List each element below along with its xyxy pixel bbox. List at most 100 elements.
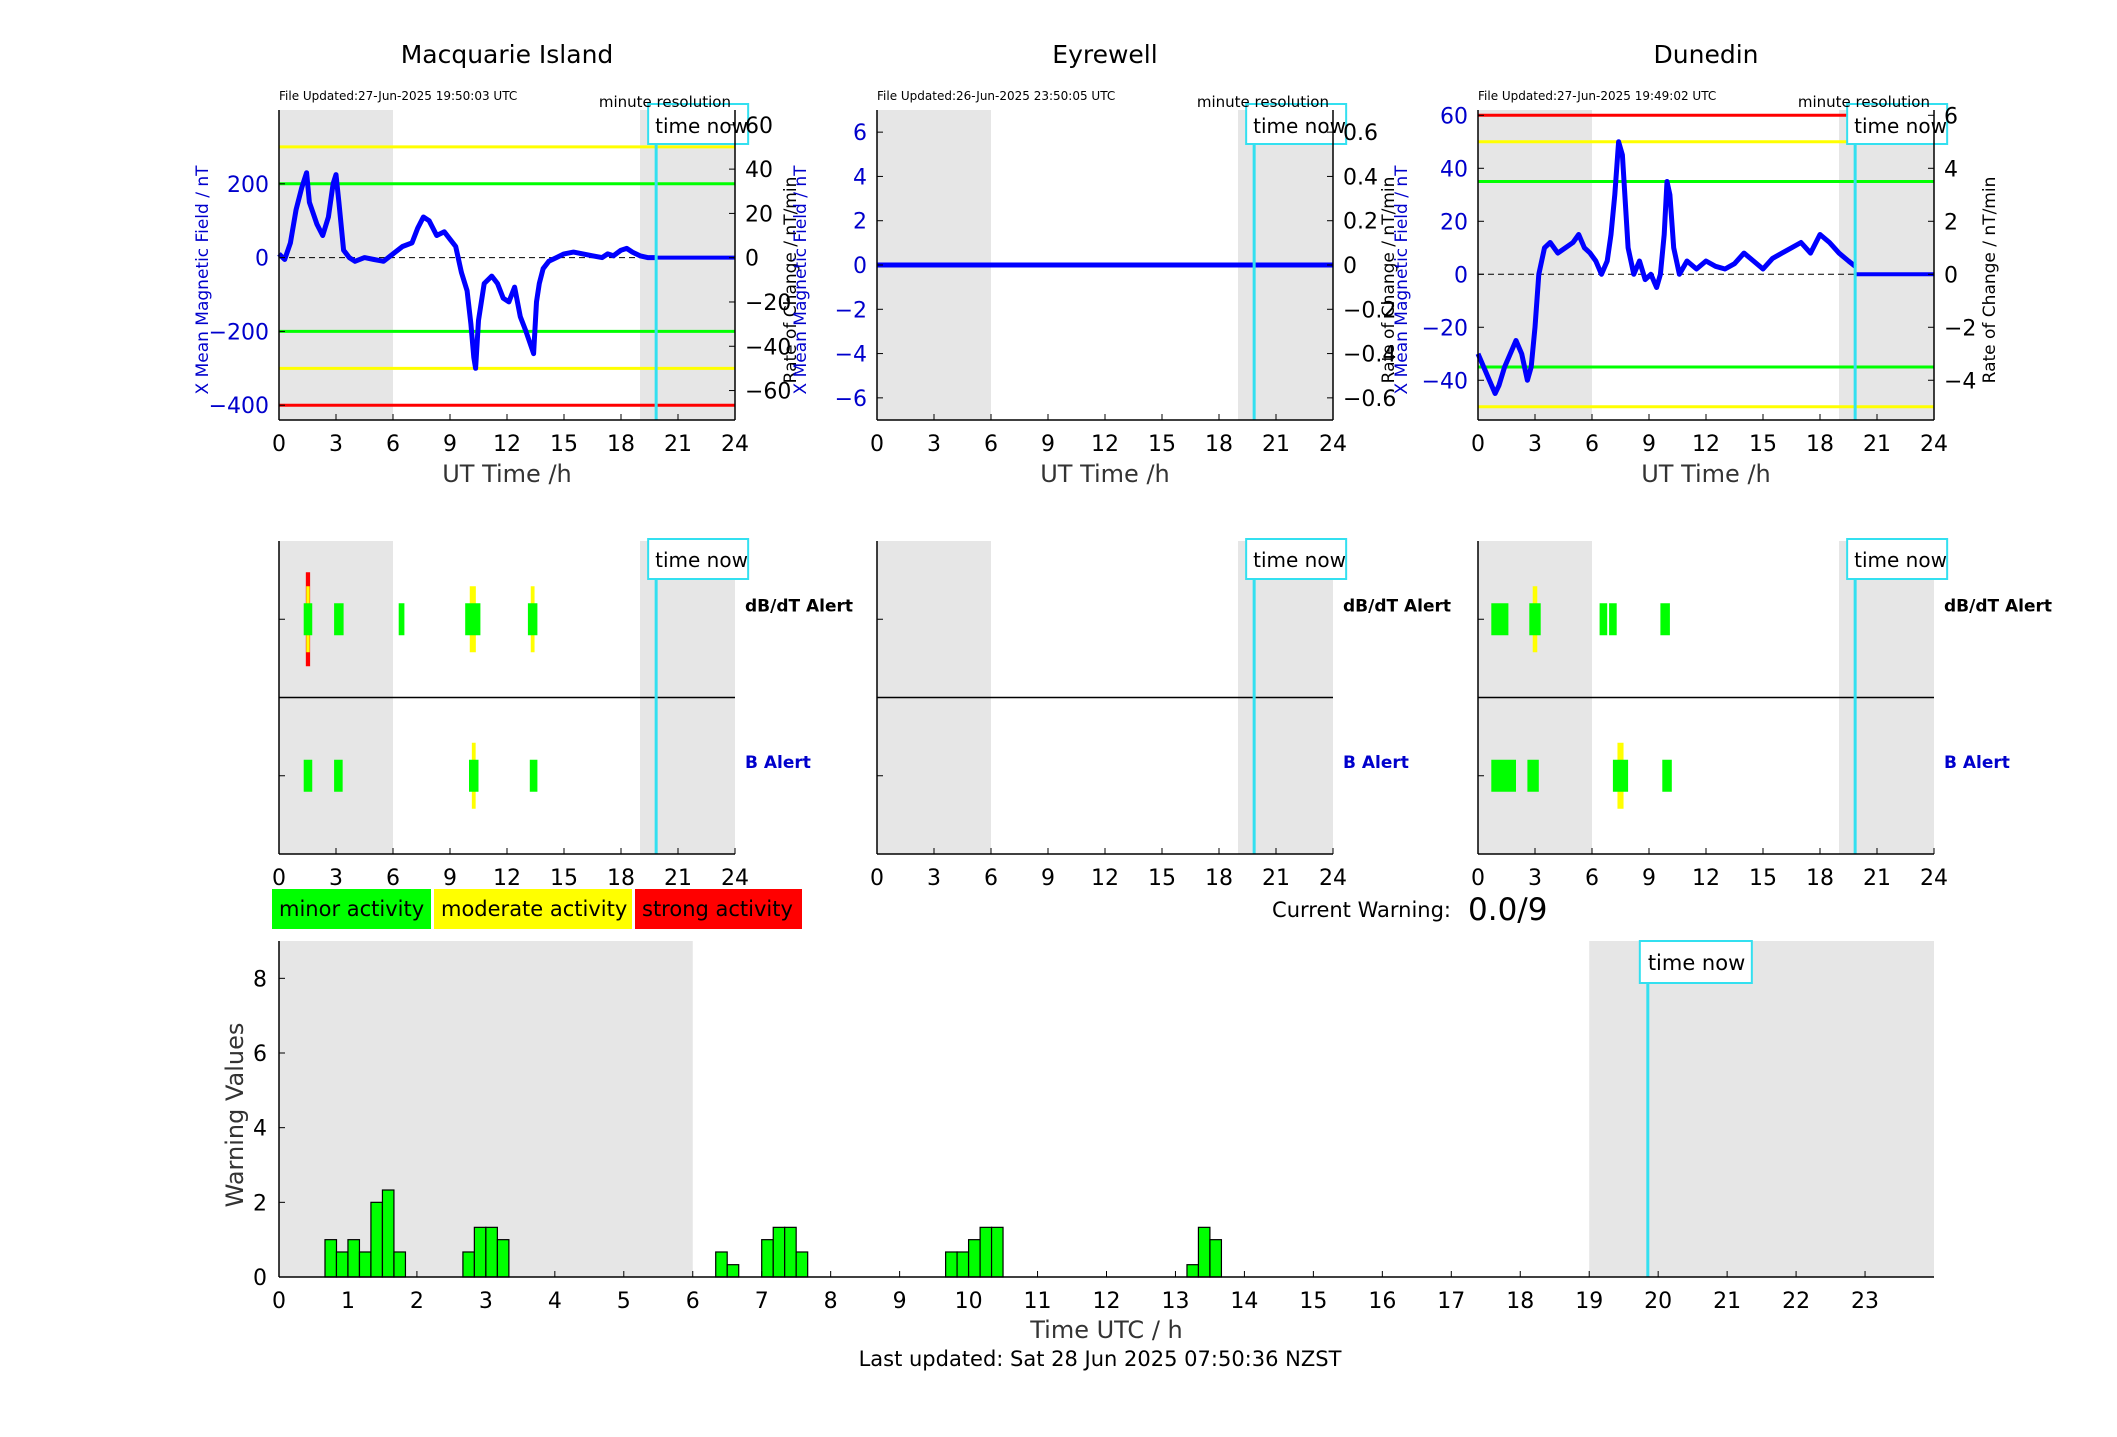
time-now-label: time now bbox=[1253, 548, 1346, 572]
x-tick-label: 15 bbox=[1148, 866, 1176, 891]
alert-minor-mark bbox=[1599, 603, 1608, 636]
warning-bar bbox=[979, 1226, 993, 1278]
x-tick-label: 21 bbox=[1262, 432, 1290, 457]
x-tick-label: 6 bbox=[984, 432, 998, 457]
y-tick-label: 6 bbox=[253, 1042, 267, 1067]
x-tick-label: 8 bbox=[824, 1289, 838, 1314]
y-tick-label: 0 bbox=[253, 1266, 267, 1291]
x-tick-label: 6 bbox=[1585, 432, 1599, 457]
y-tick-label-right: 4 bbox=[1944, 157, 1958, 182]
current-warning-value: 0.0/9 bbox=[1468, 892, 1547, 928]
x-tick-label: 21 bbox=[664, 866, 692, 891]
warning-bar bbox=[393, 1251, 407, 1278]
x-tick-label: 6 bbox=[984, 866, 998, 891]
legend-label-3: strong activity bbox=[642, 897, 793, 921]
y-tick-label-left: −6 bbox=[835, 387, 867, 412]
x-tick-label: 16 bbox=[1368, 1289, 1396, 1314]
y-axis-label: Warning Values bbox=[221, 1023, 249, 1208]
alert-minor-mark bbox=[1527, 759, 1539, 792]
time-now-box bbox=[1245, 538, 1348, 580]
x-tick-label: 24 bbox=[1920, 866, 1948, 891]
y-tick-label-right: −20 bbox=[745, 291, 791, 316]
x-tick-label: 4 bbox=[548, 1289, 562, 1314]
y-tick-label-right: 0.2 bbox=[1343, 210, 1378, 235]
x-tick-label: 12 bbox=[1093, 1289, 1121, 1314]
x-tick-label: 15 bbox=[550, 432, 578, 457]
time-now-box bbox=[1245, 103, 1348, 145]
y-axis-label-left: X Mean Magnetic Field / nT bbox=[791, 165, 811, 395]
x-tick-label: 22 bbox=[1782, 1289, 1810, 1314]
x-tick-label: 3 bbox=[1528, 866, 1542, 891]
y-tick-label-left: 40 bbox=[1440, 157, 1468, 182]
warning-bar bbox=[956, 1251, 970, 1278]
x-tick-label: 12 bbox=[1091, 866, 1119, 891]
x-tick-label: 0 bbox=[272, 866, 286, 891]
night-shading bbox=[1589, 941, 1934, 1277]
y-tick-label-right: −4 bbox=[1944, 369, 1976, 394]
y-tick-label-right: −0.4 bbox=[1343, 343, 1396, 368]
x-tick-label: 21 bbox=[1863, 866, 1891, 891]
y-tick-label-right: 0 bbox=[1944, 263, 1958, 288]
x-tick-label: 3 bbox=[927, 866, 941, 891]
x-tick-label: 0 bbox=[1471, 866, 1485, 891]
y-tick-label-right: 6 bbox=[1944, 104, 1958, 129]
y-tick-label: 4 bbox=[253, 1117, 267, 1142]
time-now-label: time now bbox=[655, 548, 748, 572]
time-now-box bbox=[1846, 103, 1949, 145]
x-tick-label: 12 bbox=[1091, 432, 1119, 457]
x-tick-label: 17 bbox=[1437, 1289, 1465, 1314]
x-tick-label: 9 bbox=[1642, 866, 1656, 891]
x-axis-label: UT Time /h bbox=[1641, 460, 1771, 488]
time-now-box bbox=[647, 103, 750, 145]
x-tick-label: 6 bbox=[1585, 866, 1599, 891]
warning-bar bbox=[462, 1251, 476, 1278]
y-tick-label-left: 200 bbox=[227, 173, 269, 198]
file-updated-label: File Updated:26-Jun-2025 23:50:05 UTC bbox=[877, 89, 1115, 103]
time-now-box bbox=[647, 538, 750, 580]
dbdt-alert-label: dB/dT Alert bbox=[1944, 596, 2052, 616]
y-tick-label-right: 0.6 bbox=[1343, 121, 1378, 146]
y-tick-label-left: −2 bbox=[835, 298, 867, 323]
alert-chart-1: time now 0 3 6 9 12 15 18 21 24 dB/dT Alert B Alert bbox=[272, 538, 853, 891]
x-tick-label: 1 bbox=[341, 1289, 355, 1314]
warning-bar bbox=[370, 1201, 384, 1278]
x-tick-label: 23 bbox=[1851, 1289, 1879, 1314]
x-tick-label: 6 bbox=[386, 866, 400, 891]
alert-minor-mark bbox=[529, 759, 538, 792]
x-tick-label: 3 bbox=[329, 432, 343, 457]
night-shading bbox=[1478, 110, 1592, 420]
resolution-label: minute resolution bbox=[599, 93, 731, 111]
activity-legend: minor activity moderate activity strong ac… bbox=[272, 889, 802, 929]
warning-bar bbox=[324, 1239, 338, 1278]
x-tick-label: 19 bbox=[1575, 1289, 1603, 1314]
y-axis-label-left: X Mean Magnetic Field / nT bbox=[1392, 165, 1412, 395]
chart-title: Eyrewell bbox=[1052, 40, 1157, 69]
x-axis-label: UT Time /h bbox=[442, 460, 572, 488]
x-tick-label: 3 bbox=[329, 866, 343, 891]
alert-minor-mark bbox=[334, 759, 343, 792]
file-updated-label: File Updated:27-Jun-2025 19:50:03 UTC bbox=[279, 89, 517, 103]
field-series-line bbox=[1475, 139, 1857, 396]
y-tick-label-left: 60 bbox=[1440, 104, 1468, 129]
x-tick-label: 24 bbox=[1920, 432, 1948, 457]
warning-bar bbox=[967, 1239, 981, 1278]
x-tick-label: 21 bbox=[1262, 866, 1290, 891]
alert-minor-mark bbox=[303, 759, 313, 792]
x-tick-label: 6 bbox=[386, 432, 400, 457]
x-tick-label: 3 bbox=[927, 432, 941, 457]
warning-bar bbox=[761, 1239, 774, 1278]
legend-label-1: minor activity bbox=[279, 897, 424, 921]
x-tick-label: 10 bbox=[955, 1289, 983, 1314]
y-tick-label-right: 0.4 bbox=[1343, 165, 1378, 190]
x-tick-label: 18 bbox=[607, 866, 635, 891]
night-shading bbox=[279, 110, 393, 420]
x-tick-label: 18 bbox=[1806, 432, 1834, 457]
y-tick-label-left: 4 bbox=[853, 165, 867, 190]
y-tick-label-right: 0 bbox=[745, 247, 759, 272]
y-tick-label-left: −400 bbox=[209, 394, 269, 419]
x-tick-label: 21 bbox=[1713, 1289, 1741, 1314]
x-tick-label: 24 bbox=[721, 432, 749, 457]
